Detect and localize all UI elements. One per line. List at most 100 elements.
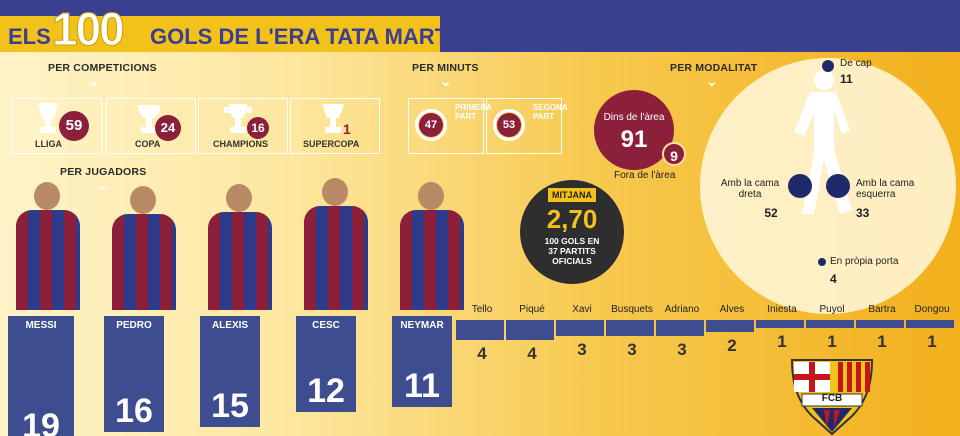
scorer-goals: 4: [527, 344, 537, 363]
competition-label: COPA: [135, 139, 161, 149]
scorer-bar: [656, 320, 704, 336]
head-dot: [822, 60, 834, 72]
scorer-goals: 1: [877, 332, 887, 351]
scorer-goals: 3: [677, 340, 687, 359]
scorer-goals: 4: [477, 344, 487, 363]
competition-box: 24 COPA: [106, 98, 196, 154]
section-players: PER JUGADORS: [60, 166, 147, 178]
scorer-name: Xavi: [572, 304, 592, 315]
half-box: 53 SEGONA PART: [486, 98, 568, 154]
competition-box: 59 LLIGA: [12, 98, 102, 154]
scorer-goals: 1: [827, 332, 837, 351]
title-prefix: ELS: [8, 24, 51, 49]
trophy-icon: [137, 105, 161, 133]
player-name: ALEXIS: [211, 320, 249, 331]
scorer-bar: [606, 320, 654, 336]
player-goals: 11: [404, 367, 440, 405]
goals-badge: 1: [343, 121, 351, 137]
competition-box: 16 CHAMPIONS: [198, 98, 288, 154]
scorer-bar: [756, 320, 804, 328]
scorer-bar: [456, 320, 504, 340]
scorer-goals: 3: [627, 340, 637, 359]
title-text: GOLS DE L'ERA TATA MARTINO: [150, 24, 488, 49]
crest-text: FCB: [821, 393, 843, 404]
scorer-bar: [506, 320, 554, 340]
title-band: [0, 16, 440, 52]
goals-badge: 24: [155, 115, 181, 141]
goals-badge: 16: [247, 117, 269, 139]
chevron-down-icon: ⌄: [440, 73, 452, 89]
left-foot-dot: [826, 174, 850, 198]
average-circle: MITJANA 2,70 100 GOLS EN 37 PARTITS OFIC…: [520, 180, 624, 284]
right-foot-goals: 52: [764, 206, 778, 220]
chevron-down-icon: ⌄: [706, 73, 718, 89]
player-name: PEDRO: [116, 320, 152, 331]
fcb-crest: [790, 359, 874, 436]
player-photo: [392, 182, 472, 310]
scorer-name: Iniesta: [767, 304, 797, 315]
player-photo: [8, 182, 88, 310]
right-foot-dot: [788, 174, 812, 198]
half-label: PRIMERA PART: [455, 103, 492, 121]
competition-label: CHAMPIONS: [213, 139, 269, 149]
section-minutes: PER MINUTS: [412, 62, 479, 74]
average-label: MITJANA: [548, 188, 596, 202]
scorer-bar: [906, 320, 954, 328]
player-bar: [8, 316, 74, 436]
scorer-name: Alves: [719, 304, 745, 315]
scorer-name: Busquets: [611, 304, 653, 315]
title-number: 100: [52, 3, 126, 56]
player-bar: [200, 316, 260, 427]
player-name: NEYMAR: [400, 320, 444, 331]
own-goal-goals: 4: [830, 272, 837, 286]
competition-box: 1 SUPERCOPA: [290, 98, 380, 154]
goals-badge: 47: [419, 113, 443, 137]
inside-area-circle: Dins de l'àrea 91: [594, 90, 674, 170]
stopwatch-icon: [415, 109, 447, 141]
average-value: 2,70: [546, 204, 598, 234]
inside-area-goals: 91: [620, 126, 648, 153]
player-photo: [296, 178, 376, 310]
player-name: CESC: [312, 320, 340, 331]
head-label: De cap: [840, 58, 872, 69]
scorer-name: Puyol: [819, 304, 845, 315]
player-bar: [104, 316, 164, 432]
half-label: SEGONA PART: [533, 103, 568, 121]
trophy-icon: [322, 104, 344, 133]
scorer-name: Bartra: [868, 304, 896, 315]
player-bar: [296, 316, 356, 412]
scorer-goals: 1: [927, 332, 937, 351]
outside-area-badge: 9: [662, 142, 686, 166]
player-photo: [200, 184, 280, 310]
scorer-bar: [856, 320, 904, 328]
scorer-bar: [806, 320, 854, 328]
section-mode: PER MODALITAT: [670, 62, 758, 74]
left-foot-goals: 33: [856, 206, 870, 220]
scorer-name: Adriano: [664, 304, 700, 315]
inside-area-label: Dins de l'àrea: [603, 112, 665, 123]
scorer-bar: [706, 320, 754, 332]
player-silhouette: [794, 70, 852, 214]
outside-area-label: Fora de l'àrea: [614, 170, 676, 181]
stopwatch-icon: [493, 109, 525, 141]
competition-label: LLIGA: [35, 139, 62, 149]
scorer-goals: 1: [777, 332, 787, 351]
chevron-down-icon: ⌄: [96, 177, 108, 193]
scorer-name: Piqué: [519, 304, 545, 315]
goals-badge: 59: [59, 111, 89, 141]
player-photo: [104, 186, 184, 310]
half-box: 47 PRIMERA PART: [408, 98, 492, 154]
scorer-goals: 3: [577, 340, 587, 359]
player-goals: 19: [22, 407, 60, 436]
goals-badge: 53: [497, 113, 521, 137]
trophy-icon: [224, 104, 252, 133]
player-name: MESSI: [25, 320, 57, 331]
player-goals: 12: [307, 372, 345, 410]
section-competitions: PER COMPETICIONS: [48, 62, 157, 74]
right-foot-label: Amb la cama dreta: [720, 178, 780, 200]
scorer-name: Tello: [471, 304, 493, 315]
own-goal-label: En pròpia porta: [830, 256, 899, 267]
player-bar: [392, 316, 452, 407]
competition-label: SUPERCOPA: [303, 139, 360, 149]
